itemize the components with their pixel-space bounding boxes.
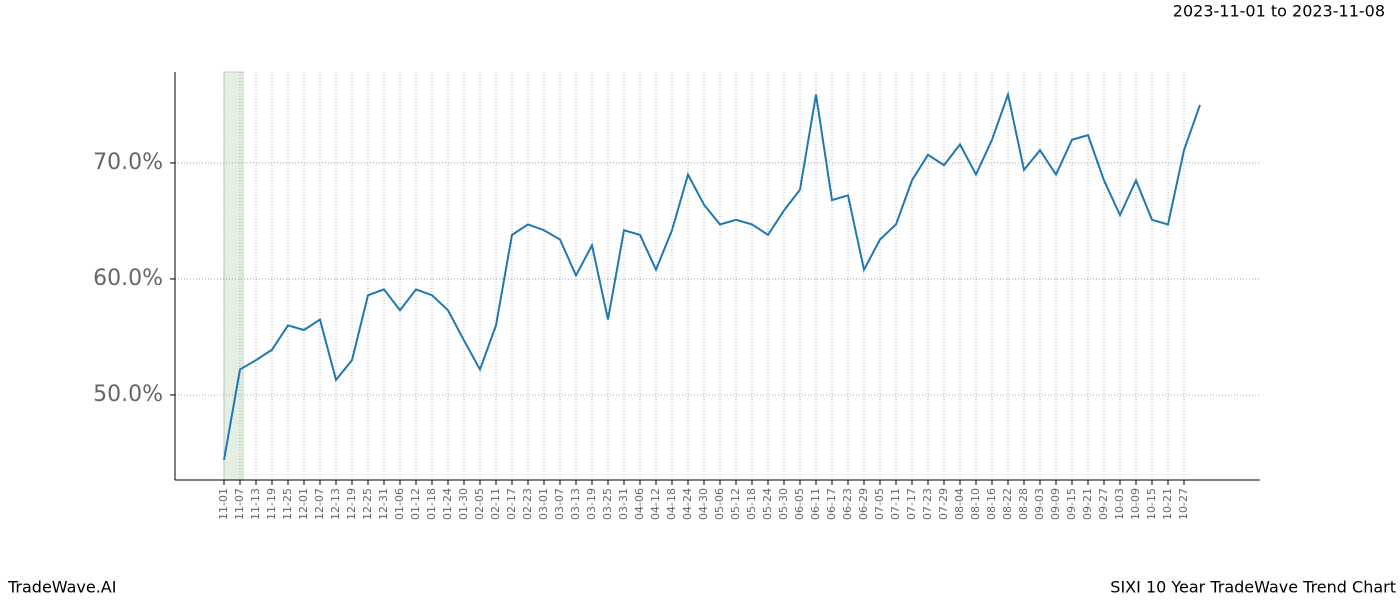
x-tick-label: 04-06: [633, 488, 646, 520]
x-tick-label: 10-27: [1177, 488, 1190, 520]
x-tick-label: 02-17: [505, 488, 518, 520]
x-tick-label: 06-17: [825, 488, 838, 520]
x-tick-label: 06-11: [809, 488, 822, 520]
x-tick-label: 03-13: [569, 488, 582, 520]
x-tick-label: 11-19: [265, 488, 278, 520]
x-tick-label: 07-23: [921, 488, 934, 520]
x-tick-label: 08-04: [953, 488, 966, 520]
x-tick-label: 01-06: [393, 488, 406, 520]
x-tick-label: 10-21: [1161, 488, 1174, 520]
x-tick-label: 11-01: [217, 488, 230, 520]
x-tick-label: 05-30: [777, 488, 790, 520]
x-tick-label: 01-30: [457, 488, 470, 520]
x-tick-label: 01-12: [409, 488, 422, 520]
x-tick-label: 08-28: [1017, 488, 1030, 520]
x-tick-label: 08-10: [969, 488, 982, 520]
x-tick-label: 03-19: [585, 488, 598, 520]
x-tick-label: 04-30: [697, 488, 710, 520]
x-tick-label: 12-25: [361, 488, 374, 520]
x-tick-label: 01-24: [441, 488, 454, 520]
x-tick-label: 02-23: [521, 488, 534, 520]
x-tick-label: 06-29: [857, 488, 870, 520]
x-tick-label: 10-15: [1145, 488, 1158, 520]
x-tick-label: 04-24: [681, 488, 694, 520]
x-tick-label: 03-25: [601, 488, 614, 520]
x-tick-label: 12-07: [313, 488, 326, 520]
trend-line: [223, 90, 1201, 461]
y-tick-label: 60.0%: [93, 266, 163, 291]
x-tick-label: 09-09: [1049, 488, 1062, 520]
x-tick-label: 04-18: [665, 488, 678, 520]
x-tick-label: 05-06: [713, 488, 726, 520]
x-tick-label: 08-22: [1001, 488, 1014, 520]
x-tick-label: 12-19: [345, 488, 358, 520]
x-tick-label: 10-03: [1113, 488, 1126, 520]
x-tick-label: 07-11: [889, 488, 902, 520]
x-tick-label: 06-23: [841, 488, 854, 520]
chart-title: 2023-11-01 to 2023-11-08: [1173, 2, 1385, 21]
x-tick-label: 12-13: [329, 488, 342, 520]
x-tick-label: 11-07: [233, 488, 246, 520]
x-tick-label: 07-05: [873, 488, 886, 520]
x-tick-label: 05-24: [761, 488, 774, 520]
x-tick-label: 02-11: [489, 488, 502, 520]
y-tick-label: 70.0%: [93, 150, 163, 175]
x-tick-label: 03-07: [553, 488, 566, 520]
x-tick-label: 05-18: [745, 488, 758, 520]
x-tick-label: 06-05: [793, 488, 806, 520]
x-tick-label: 01-18: [425, 488, 438, 520]
x-tick-label: 11-13: [249, 488, 262, 520]
x-tick-label: 03-31: [617, 488, 630, 520]
x-tick-label: 11-25: [281, 488, 294, 520]
x-tick-label: 02-05: [473, 488, 486, 520]
x-tick-label: 09-03: [1033, 488, 1046, 520]
x-tick-label: 04-12: [649, 488, 662, 520]
x-tick-label: 12-31: [377, 488, 390, 520]
x-tick-label: 09-15: [1065, 488, 1078, 520]
x-tick-label: 07-29: [937, 488, 950, 520]
x-tick-label: 07-17: [905, 488, 918, 520]
y-tick-label: 50.0%: [93, 382, 163, 407]
x-tick-label: 05-12: [729, 488, 742, 520]
chart-caption: SIXI 10 Year TradeWave Trend Chart: [1110, 578, 1396, 597]
x-tick-label: 10-09: [1129, 488, 1142, 520]
x-tick-label: 09-27: [1097, 488, 1110, 520]
brand: TradeWave.AI: [7, 578, 116, 597]
x-tick-label: 12-01: [297, 488, 310, 520]
x-tick-label: 03-01: [537, 488, 550, 520]
x-tick-label: 09-21: [1081, 488, 1094, 520]
x-tick-label: 08-16: [985, 488, 998, 520]
